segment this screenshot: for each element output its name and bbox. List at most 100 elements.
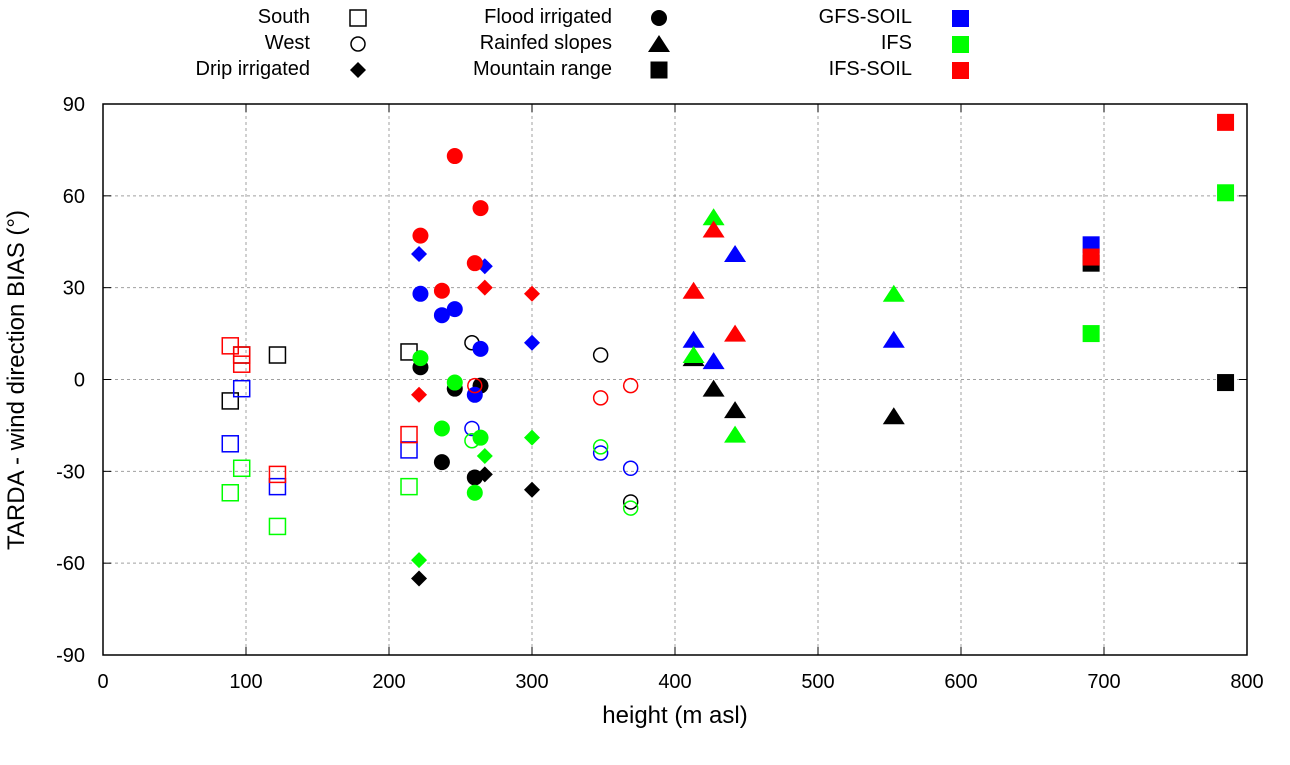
data-point xyxy=(1082,325,1100,343)
data-point xyxy=(682,281,705,299)
y-tick-label: -90 xyxy=(56,645,85,667)
x-tick-label: 200 xyxy=(372,671,405,693)
y-axis-title: TARDA - wind direction BIAS (°) xyxy=(3,210,30,550)
data-point xyxy=(682,346,705,364)
data-point xyxy=(433,454,450,471)
series-rainfed-slopes-ifs-soil xyxy=(682,220,747,342)
data-point xyxy=(466,255,483,272)
data-point xyxy=(592,347,609,363)
data-point xyxy=(400,477,418,496)
x-tick-label: 700 xyxy=(1087,671,1120,693)
x-tick-label: 500 xyxy=(801,671,834,693)
legend-marker xyxy=(651,10,667,26)
data-point xyxy=(702,379,725,397)
data-point xyxy=(702,352,725,370)
series-west-ifs-soil xyxy=(467,377,639,406)
legend-item-gfs-soil: GFS-SOIL xyxy=(819,6,969,28)
grid-lines xyxy=(103,104,1247,655)
legend-item-flood-irrigated: Flood irrigated xyxy=(484,6,667,28)
data-point xyxy=(411,386,428,403)
data-point xyxy=(592,390,609,406)
data-point xyxy=(882,330,905,348)
legend-marker xyxy=(350,62,366,78)
legend-color-swatch xyxy=(952,10,969,27)
legend-marker xyxy=(650,61,668,79)
series-mountain-range-ifs xyxy=(1082,184,1235,343)
data-point xyxy=(524,481,540,498)
data-point xyxy=(1217,374,1235,392)
data-point xyxy=(232,459,251,478)
x-tick-label: 0 xyxy=(97,671,108,693)
data-point xyxy=(476,448,493,465)
y-tick-label: 60 xyxy=(63,186,85,208)
data-point xyxy=(433,282,450,299)
data-point xyxy=(221,392,240,410)
data-point xyxy=(472,340,489,357)
x-tick-label: 400 xyxy=(658,671,691,693)
data-point xyxy=(446,301,463,318)
y-tick-label: 30 xyxy=(63,278,85,300)
data-point xyxy=(221,484,240,502)
legend-item-ifs: IFS xyxy=(881,32,969,54)
y-tick-label: -60 xyxy=(56,553,85,575)
series-drip-irrigated-ifs xyxy=(411,429,540,569)
data-point xyxy=(592,439,609,455)
data-point xyxy=(702,220,725,238)
data-point xyxy=(592,445,609,461)
series-rainfed-slopes-gfs-soil xyxy=(682,244,905,370)
legend-item-south: South xyxy=(258,6,367,28)
legend-label: Drip irrigated xyxy=(196,58,310,80)
series-south-ifs xyxy=(221,459,418,536)
legend-item-west: West xyxy=(265,32,366,54)
legend-label: West xyxy=(265,32,311,54)
legend-label: Flood irrigated xyxy=(484,6,612,28)
x-tick-label: 800 xyxy=(1230,671,1263,693)
data-point xyxy=(472,429,489,446)
x-tick-label: 100 xyxy=(229,671,262,693)
series-mountain-range-ifs-soil xyxy=(1082,113,1235,266)
data-point xyxy=(724,244,747,262)
data-point xyxy=(400,425,418,444)
y-tick-label: -30 xyxy=(56,461,85,483)
legend-item-ifs-soil: IFS-SOIL xyxy=(829,58,969,80)
legend-item-rainfed-slopes: Rainfed slopes xyxy=(480,32,670,54)
data-point xyxy=(268,465,287,484)
y-axis: -90 -60 -30 0 30 60 90 xyxy=(56,94,1247,667)
data-point xyxy=(411,245,428,262)
data-point xyxy=(446,374,463,391)
legend-marker xyxy=(648,35,670,52)
series-drip-irrigated-ifs-soil xyxy=(411,279,540,403)
data-points xyxy=(221,113,1235,587)
data-point xyxy=(446,148,463,165)
data-point xyxy=(412,350,429,367)
legend-label: Mountain range xyxy=(473,58,612,80)
data-point xyxy=(724,324,747,342)
data-point xyxy=(622,500,639,516)
data-point xyxy=(400,441,418,459)
series-south-gfs-soil xyxy=(221,379,418,496)
series-west-gfs-soil xyxy=(464,420,639,477)
data-point xyxy=(476,279,493,296)
data-point xyxy=(411,552,428,569)
x-axis: 0 100 200 300 400 500 600 700 800 xyxy=(97,104,1264,693)
series-rainfed-slopes-ifs xyxy=(682,208,905,443)
data-point xyxy=(1217,113,1235,131)
data-point xyxy=(524,285,540,302)
data-point xyxy=(412,227,429,244)
data-point xyxy=(268,517,287,536)
data-point xyxy=(724,401,747,419)
series-west-observed xyxy=(464,335,639,510)
data-point xyxy=(268,477,287,496)
legend-color-swatch xyxy=(952,62,969,79)
series-flood-irrigated-gfs-soil xyxy=(412,285,489,403)
series-flood-irrigated-ifs xyxy=(412,350,489,501)
data-point xyxy=(232,346,251,364)
data-point xyxy=(1217,184,1235,202)
data-point xyxy=(1082,248,1100,266)
legend-item-drip-irrigated: Drip irrigated xyxy=(196,58,366,80)
data-point xyxy=(433,420,450,437)
data-point xyxy=(524,429,540,446)
data-point xyxy=(411,570,428,587)
data-point xyxy=(466,469,483,486)
